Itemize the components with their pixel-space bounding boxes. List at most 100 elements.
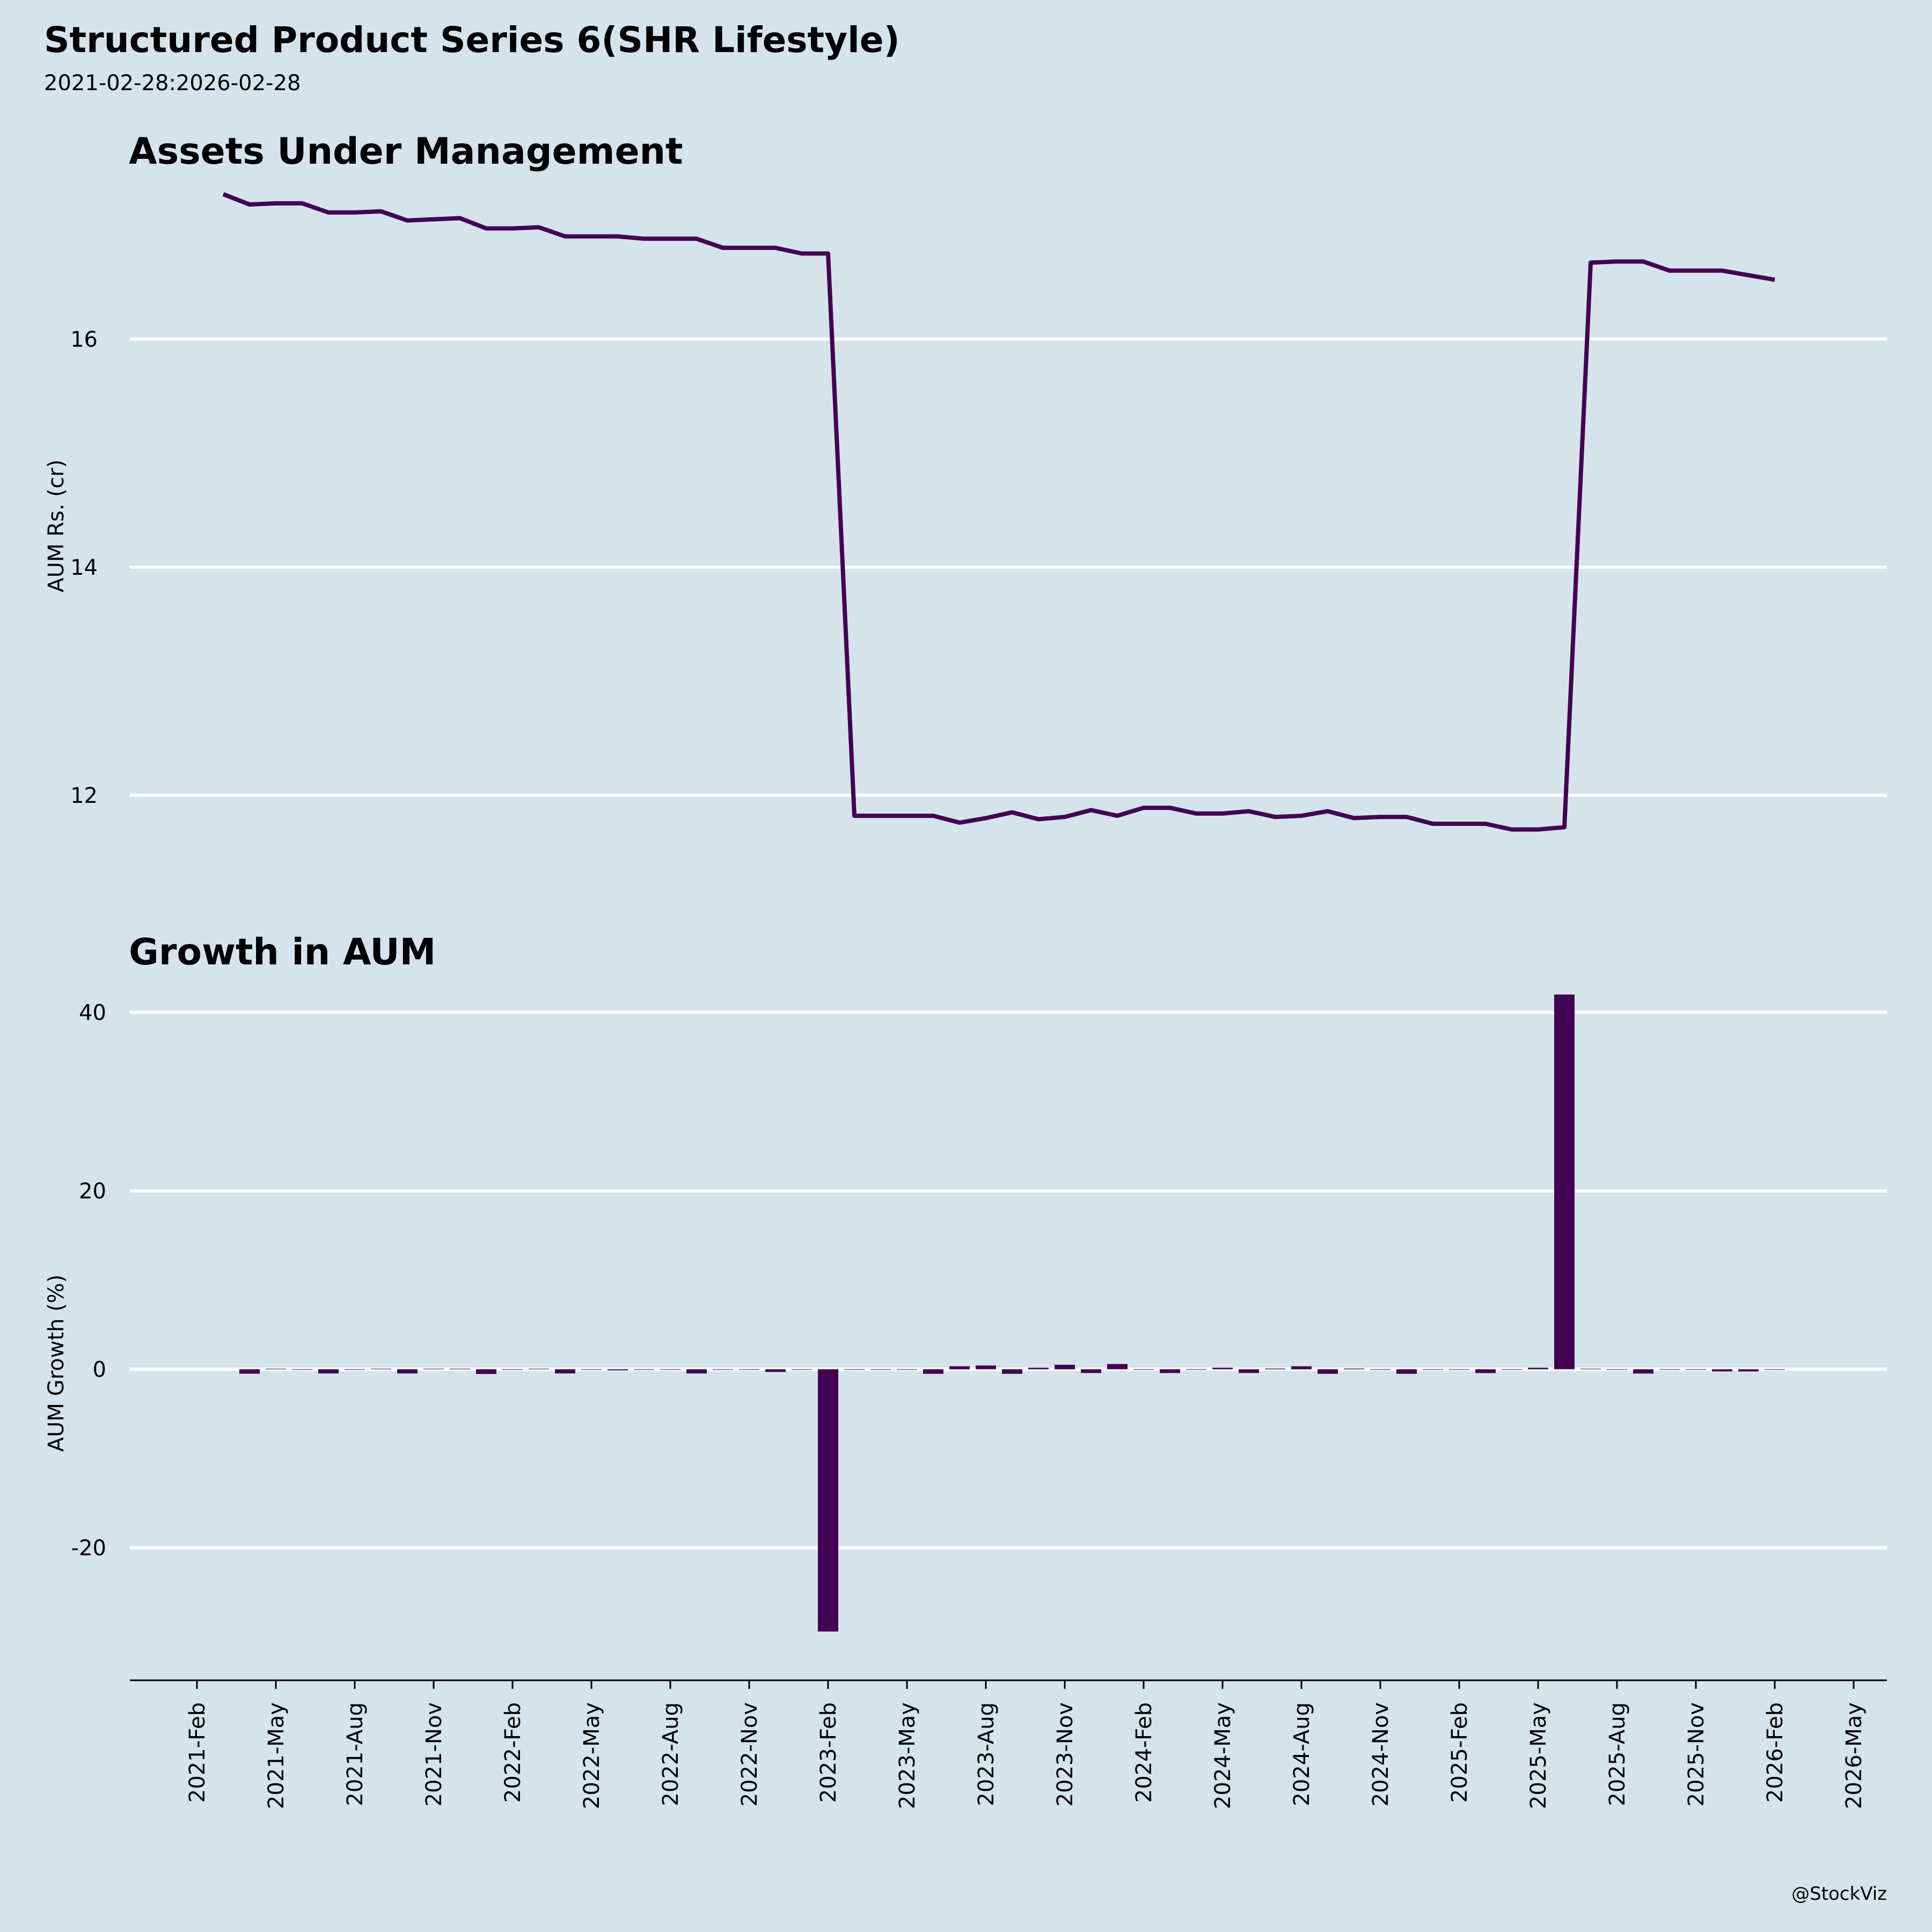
growth-bar bbox=[1528, 1367, 1548, 1370]
growth-bar bbox=[1291, 1366, 1312, 1370]
growth-bar bbox=[397, 1369, 418, 1374]
figure-title: Structured Product Series 6(SHR Lifestyl… bbox=[44, 19, 900, 61]
growth-bar bbox=[1186, 1369, 1206, 1370]
growth-bar bbox=[239, 1369, 260, 1374]
x-tick-label: 2025-Aug bbox=[1605, 1702, 1630, 1806]
aum-gridlines bbox=[130, 337, 1887, 797]
growth-bar bbox=[1212, 1367, 1233, 1370]
growth-bar bbox=[686, 1369, 707, 1374]
growth-bar bbox=[949, 1366, 970, 1370]
x-tick-label: 2026-May bbox=[1842, 1702, 1867, 1809]
growth-gridlines bbox=[130, 1011, 1887, 1549]
growth-bar bbox=[976, 1365, 996, 1370]
growth-bar bbox=[608, 1369, 628, 1371]
growth-y-tick-label: 40 bbox=[79, 1000, 106, 1025]
growth-bar bbox=[713, 1369, 733, 1370]
growth-bar bbox=[345, 1369, 365, 1370]
x-tick-label: 2024-Aug bbox=[1290, 1702, 1314, 1806]
aum-y-tick-label: 14 bbox=[70, 555, 98, 580]
aum-series-line bbox=[222, 192, 1775, 832]
figure-subtitle: 2021-02-28:2026-02-28 bbox=[44, 71, 301, 96]
growth-bar bbox=[1738, 1369, 1759, 1372]
growth-y-axis-label: AUM Growth (%) bbox=[44, 1275, 69, 1452]
growth-bar bbox=[1344, 1368, 1364, 1370]
growth-panel-title: Growth in AUM bbox=[129, 931, 436, 974]
growth-bar bbox=[1028, 1367, 1049, 1370]
x-tick-label: 2023-Feb bbox=[816, 1702, 841, 1803]
growth-bar bbox=[1318, 1369, 1338, 1374]
growth-y-tick-label: 0 bbox=[93, 1357, 106, 1382]
x-tick-label: 2021-Feb bbox=[185, 1702, 210, 1803]
growth-y-tick-label: 20 bbox=[79, 1179, 106, 1204]
aum-y-tick-label: 12 bbox=[70, 784, 98, 808]
growth-bar bbox=[1160, 1369, 1180, 1373]
growth-bar bbox=[371, 1368, 391, 1370]
growth-bar bbox=[581, 1369, 602, 1370]
x-tick-label: 2021-May bbox=[264, 1702, 289, 1809]
growth-bar bbox=[660, 1369, 680, 1370]
aum-panel-title: Assets Under Management bbox=[129, 130, 683, 173]
aum-y-tick-label: 16 bbox=[70, 327, 98, 352]
growth-bar bbox=[1081, 1369, 1101, 1373]
x-axis-ticks: 2021-Feb 2021-May 2021-Aug 2021-Nov 2022-Feb… bbox=[185, 1680, 1867, 1809]
growth-bar bbox=[1686, 1369, 1706, 1370]
growth-bars bbox=[239, 994, 1785, 1632]
credit-text: @StockViz bbox=[1791, 1883, 1887, 1905]
growth-bar bbox=[450, 1368, 470, 1370]
growth-bar bbox=[739, 1369, 759, 1370]
growth-bar bbox=[1502, 1369, 1522, 1370]
growth-bar bbox=[844, 1369, 865, 1370]
growth-bar bbox=[1002, 1369, 1022, 1374]
x-tick-label: 2025-Feb bbox=[1447, 1702, 1472, 1803]
growth-bar bbox=[1633, 1369, 1653, 1374]
growth-bar bbox=[318, 1369, 339, 1374]
x-tick-label: 2025-May bbox=[1526, 1702, 1551, 1809]
growth-bar bbox=[1449, 1369, 1469, 1370]
growth-bar bbox=[1607, 1369, 1627, 1370]
growth-bar bbox=[529, 1368, 549, 1370]
growth-bar bbox=[870, 1369, 891, 1370]
growth-bar bbox=[476, 1369, 496, 1374]
growth-bar bbox=[1554, 994, 1575, 1370]
x-tick-label: 2022-Feb bbox=[501, 1702, 525, 1803]
aum-y-ticks: 12 14 16 bbox=[70, 327, 98, 808]
growth-bar bbox=[1107, 1364, 1128, 1370]
growth-bar bbox=[292, 1369, 312, 1370]
x-tick-label: 2025-Nov bbox=[1684, 1702, 1709, 1806]
growth-bar bbox=[502, 1369, 523, 1370]
growth-bar bbox=[818, 1369, 838, 1632]
x-tick-label: 2023-May bbox=[895, 1702, 920, 1809]
x-tick-label: 2022-May bbox=[580, 1702, 604, 1809]
growth-bar bbox=[923, 1369, 943, 1374]
x-tick-label: 2024-May bbox=[1211, 1702, 1235, 1809]
growth-bar bbox=[1712, 1369, 1732, 1372]
growth-bar bbox=[1580, 1368, 1601, 1370]
growth-bar bbox=[1475, 1369, 1496, 1373]
x-tick-label: 2024-Nov bbox=[1368, 1702, 1393, 1806]
growth-bar bbox=[1055, 1365, 1075, 1370]
x-tick-label: 2026-Feb bbox=[1763, 1702, 1788, 1803]
growth-bar bbox=[1239, 1369, 1259, 1373]
growth-bar bbox=[423, 1368, 444, 1370]
growth-bar bbox=[897, 1369, 917, 1370]
growth-bar bbox=[792, 1369, 812, 1370]
x-tick-label: 2021-Aug bbox=[343, 1702, 368, 1806]
growth-bar bbox=[1659, 1369, 1680, 1370]
growth-bar bbox=[266, 1368, 286, 1370]
x-tick-label: 2024-Feb bbox=[1132, 1702, 1157, 1803]
growth-y-ticks: -20 0 20 40 bbox=[71, 1000, 106, 1560]
growth-bar bbox=[1765, 1369, 1785, 1370]
growth-bar bbox=[1423, 1369, 1443, 1370]
aum-line-layer bbox=[222, 192, 1775, 832]
growth-bar bbox=[634, 1369, 654, 1370]
x-tick-label: 2021-Nov bbox=[422, 1702, 447, 1806]
x-tick-label: 2022-Nov bbox=[737, 1702, 762, 1806]
x-tick-label: 2022-Aug bbox=[658, 1702, 683, 1806]
growth-bar bbox=[765, 1369, 786, 1372]
growth-bar bbox=[555, 1369, 575, 1374]
x-tick-label: 2023-Nov bbox=[1053, 1702, 1078, 1806]
growth-bar bbox=[1133, 1369, 1154, 1370]
aum-y-axis-label: AUM Rs. (cr) bbox=[44, 459, 69, 592]
